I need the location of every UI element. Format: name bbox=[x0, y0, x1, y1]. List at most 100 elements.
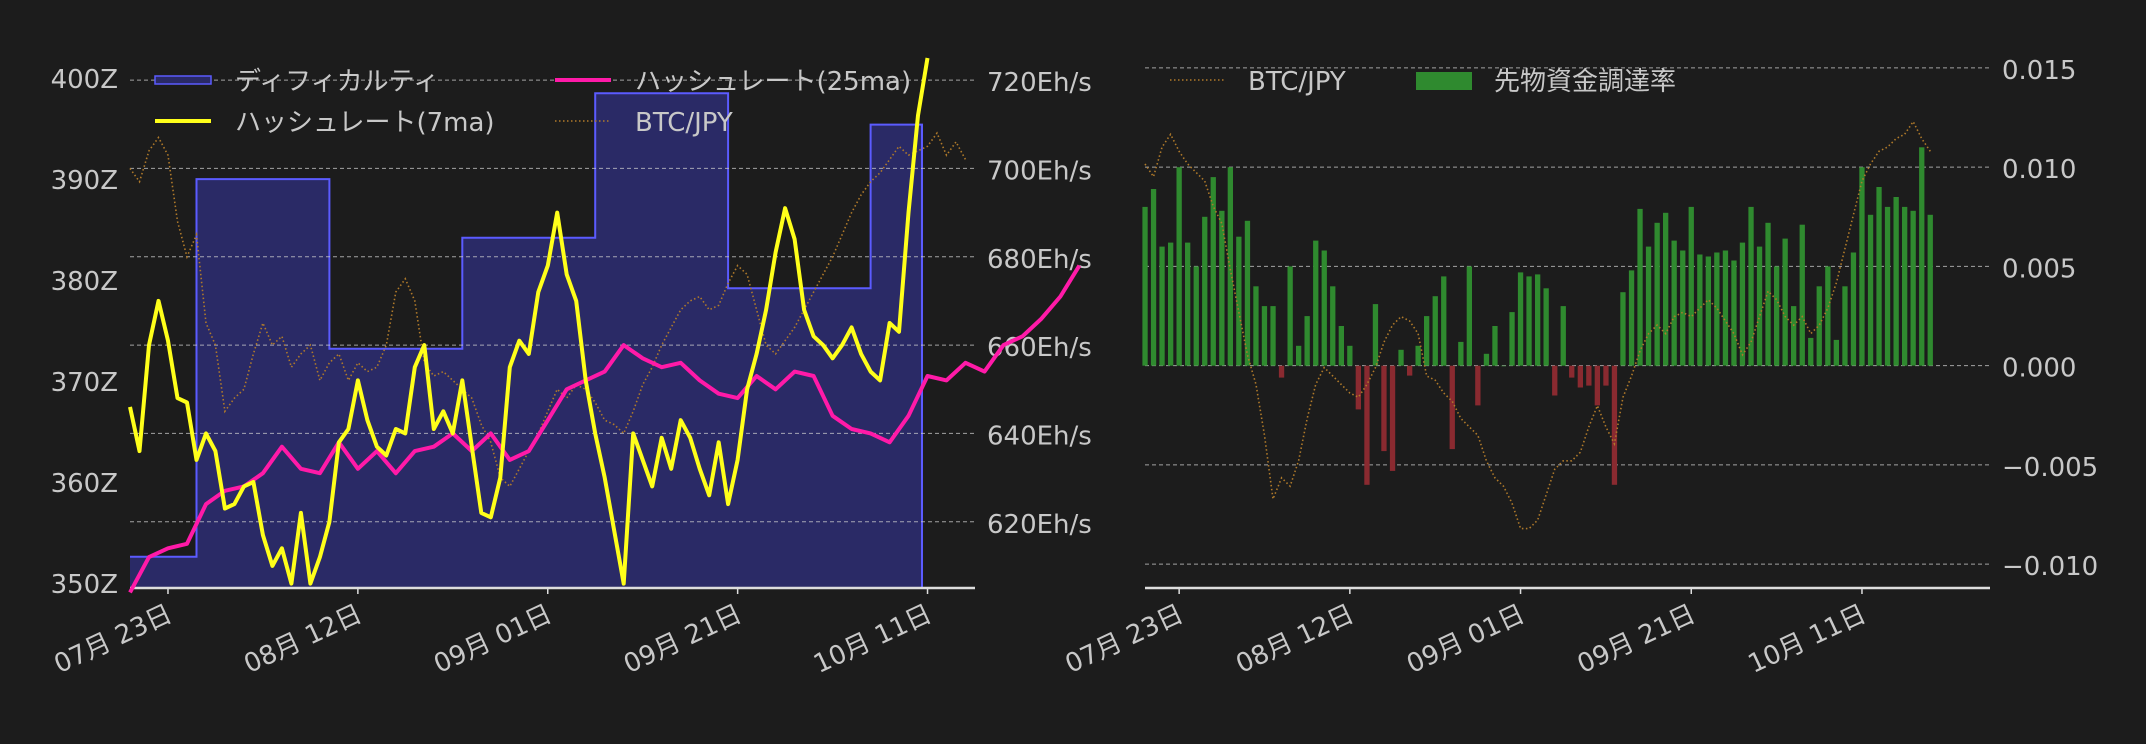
funding-rate-bar bbox=[1202, 216, 1208, 366]
funding-rate-bar bbox=[1313, 240, 1319, 366]
funding-rate-bar bbox=[1774, 266, 1780, 366]
funding-rate-bar bbox=[1278, 365, 1285, 378]
funding-rate-bar bbox=[1893, 197, 1899, 366]
funding-rate-bar bbox=[1628, 270, 1635, 366]
funding-rate-bar bbox=[1142, 206, 1148, 366]
funding-rate-bar bbox=[1722, 250, 1729, 366]
legend-label: 先物資金調達率 bbox=[1494, 67, 1676, 97]
legend-label: ハッシュレート(7ma) bbox=[235, 108, 495, 138]
funding-rate-bar bbox=[1364, 365, 1370, 485]
legend-swatch-funding bbox=[1416, 72, 1472, 90]
right-axis-tick-label: 680Eh/s bbox=[987, 245, 1092, 275]
hashrate-25ma-line bbox=[128, 264, 1082, 594]
funding-rate-bar bbox=[1714, 252, 1720, 366]
funding-rate-bar bbox=[1654, 222, 1660, 366]
left-axis-tick-label: 380Z bbox=[51, 267, 118, 297]
right-y-tick-label: 0.005 bbox=[2002, 254, 2076, 284]
funding-rate-bar bbox=[1466, 266, 1472, 366]
funding-rate-bar bbox=[1543, 288, 1549, 366]
right-x-tick-label: 09月 21日 bbox=[1573, 599, 1700, 680]
funding-rate-bar bbox=[1637, 208, 1643, 366]
legend-label: ディフィカルティ bbox=[235, 67, 439, 97]
funding-rate-bar bbox=[1509, 312, 1515, 366]
funding-rate-bar bbox=[1808, 337, 1814, 366]
funding-rate-bar bbox=[1389, 365, 1396, 471]
difficulty-line bbox=[130, 92, 923, 588]
funding-rate-bar bbox=[1756, 246, 1763, 366]
funding-rate-bar bbox=[1910, 210, 1916, 366]
funding-rate-bar bbox=[1799, 224, 1805, 366]
funding-rate-bar bbox=[1210, 177, 1216, 366]
funding-rate-bar bbox=[1424, 316, 1430, 366]
funding-rate-bar bbox=[1620, 292, 1626, 366]
funding-rate-bar bbox=[1483, 353, 1490, 366]
funding-rate-bar bbox=[1816, 286, 1822, 366]
right-y-tick-label: 0.000 bbox=[2002, 354, 2076, 384]
funding-rate-bar bbox=[1517, 272, 1524, 366]
left-axis-tick-label: 370Z bbox=[51, 368, 118, 398]
legend-label: BTC/JPY bbox=[635, 108, 733, 138]
funding-rate-bar bbox=[1321, 250, 1327, 366]
left-x-tick-label: 07月 23日 bbox=[50, 599, 177, 680]
difficulty-area bbox=[130, 93, 922, 589]
right-y-tick-label: 0.015 bbox=[2002, 56, 2076, 86]
funding-rate-bar bbox=[1441, 276, 1447, 366]
right-legend: BTC/JPY 先物資金調達率 bbox=[1170, 67, 1676, 97]
funding-rate-bar bbox=[1193, 266, 1199, 366]
funding-rate-bar bbox=[1398, 349, 1404, 366]
funding-rate-bar bbox=[1577, 365, 1583, 388]
right-btc-jpy-line bbox=[1144, 120, 1931, 530]
right-x-tick-label: 08月 12日 bbox=[1232, 599, 1359, 680]
right-axis-tick-label: 640Eh/s bbox=[987, 421, 1092, 451]
funding-rate-bar bbox=[1253, 286, 1259, 366]
funding-rate-bar bbox=[1296, 345, 1302, 366]
right-x-tick-label: 09月 01日 bbox=[1402, 599, 1529, 680]
funding-rate-bar bbox=[1150, 189, 1157, 366]
funding-rate-bar bbox=[1603, 365, 1609, 386]
funding-rate-bar bbox=[1594, 365, 1600, 406]
funding-rate-bar bbox=[1867, 214, 1874, 366]
funding-rate-bar bbox=[1355, 365, 1361, 410]
funding-rate-bar bbox=[1663, 212, 1669, 366]
right-y-tick-label: −0.005 bbox=[2002, 453, 2098, 483]
funding-rate-bar bbox=[1739, 242, 1746, 366]
funding-rate-bar bbox=[1671, 240, 1677, 366]
funding-rate-bar bbox=[1680, 250, 1686, 366]
funding-rate-bar bbox=[1850, 252, 1857, 366]
left-axis-tick-label: 400Z bbox=[51, 65, 118, 95]
funding-rate-bar bbox=[1407, 365, 1413, 376]
funding-rate-bar bbox=[1415, 345, 1421, 366]
funding-rate-bar bbox=[1458, 341, 1464, 366]
funding-rate-bar bbox=[1219, 210, 1225, 366]
funding-rate-bar bbox=[1330, 286, 1336, 366]
funding-rate-bar bbox=[1244, 220, 1251, 366]
left-chart: 620Eh/s 640Eh/s 660Eh/s 680Eh/s 700Eh/s 720Eh… bbox=[50, 57, 1092, 680]
left-x-tick-label: 08月 12日 bbox=[240, 599, 367, 680]
right-axis-tick-label: 700Eh/s bbox=[987, 156, 1092, 186]
funding-rate-bar bbox=[1902, 206, 1908, 366]
funding-rate-bar bbox=[1338, 326, 1344, 366]
funding-rate-bar bbox=[1586, 365, 1592, 386]
funding-rate-bar bbox=[1185, 242, 1191, 366]
funding-rate-bar bbox=[1569, 365, 1575, 378]
funding-rate-bar bbox=[1492, 326, 1498, 366]
funding-rate-bar bbox=[1449, 365, 1455, 450]
funding-rate-bar bbox=[1159, 246, 1165, 366]
funding-rate-bar bbox=[1287, 266, 1293, 366]
funding-rate-bar bbox=[1475, 365, 1481, 406]
funding-rate-bar bbox=[1791, 306, 1797, 366]
funding-rate-bar bbox=[1748, 206, 1754, 366]
legend-swatch-difficulty bbox=[154, 75, 212, 85]
funding-rate-bar bbox=[1261, 306, 1268, 366]
left-x-tick-label: 09月 21日 bbox=[619, 599, 746, 680]
funding-rate-bar bbox=[1168, 242, 1174, 366]
funding-rate-bar bbox=[1919, 147, 1925, 366]
funding-rate-bar bbox=[1552, 365, 1558, 396]
right-axis-tick-label: 660Eh/s bbox=[987, 333, 1092, 363]
funding-rate-bar bbox=[1304, 316, 1310, 366]
funding-rate-bar bbox=[1782, 238, 1788, 366]
funding-rate-bar bbox=[1227, 167, 1233, 366]
right-axis-tick-label: 720Eh/s bbox=[987, 68, 1092, 98]
left-axis-tick-label: 360Z bbox=[51, 469, 118, 499]
